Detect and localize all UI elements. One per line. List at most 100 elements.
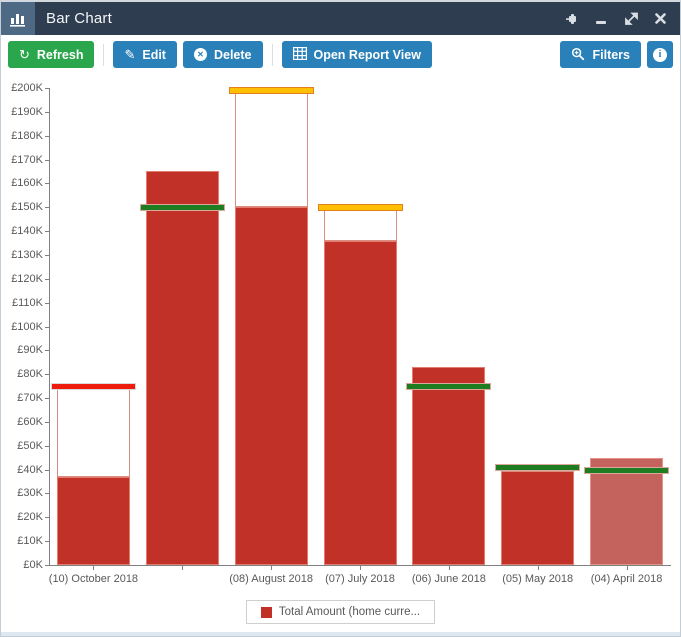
y-axis-label: £110K	[12, 296, 43, 309]
y-axis-tick	[45, 302, 49, 304]
y-axis-label: £50K	[17, 439, 43, 452]
delete-button[interactable]: ✕ Delete	[182, 41, 263, 68]
y-axis-label: £10K	[17, 535, 43, 548]
bar[interactable]	[323, 240, 397, 565]
window-titlebar[interactable]: Bar Chart	[1, 2, 680, 35]
y-axis-tick	[45, 159, 49, 161]
y-axis-label: £20K	[17, 511, 43, 524]
y-axis-tick	[45, 88, 49, 89]
toolbar: ↻ Refresh ✎ Edit ✕ Delete Open Report	[1, 35, 680, 74]
bar[interactable]	[234, 207, 308, 565]
y-axis-tick	[45, 326, 49, 328]
target-line-red	[50, 383, 136, 391]
x-axis-tick	[93, 566, 95, 570]
y-axis-tick	[45, 445, 49, 447]
y-axis-tick	[45, 183, 49, 185]
y-axis-label: £60K	[17, 415, 43, 428]
expand-icon[interactable]	[623, 11, 639, 27]
x-axis-tick	[537, 566, 539, 570]
table-icon	[292, 46, 307, 62]
bar-target-remainder	[234, 94, 308, 208]
bar[interactable]	[56, 476, 130, 565]
y-axis-line	[49, 88, 50, 565]
delete-x-icon: ✕	[193, 48, 207, 61]
window-bottom-edge	[1, 632, 680, 636]
y-axis-tick	[45, 111, 49, 113]
y-axis-label: £160K	[11, 177, 43, 190]
y-axis-tick	[45, 254, 49, 256]
y-axis-label: £90K	[17, 344, 43, 357]
y-axis-tick	[45, 350, 49, 352]
x-axis-line	[49, 565, 671, 566]
target-line-green	[495, 464, 581, 472]
y-axis-tick	[45, 374, 49, 376]
y-axis-label: £140K	[11, 225, 43, 238]
zoom-filter-icon	[571, 47, 585, 63]
y-axis-label: £40K	[17, 463, 43, 476]
y-axis-tick	[45, 231, 49, 233]
y-axis-label: £100K	[11, 320, 43, 333]
y-axis-label: £120K	[11, 272, 43, 285]
y-axis-tick	[45, 493, 49, 495]
y-axis-tick	[45, 398, 49, 400]
refresh-button[interactable]: ↻ Refresh	[8, 41, 95, 68]
bar-target-remainder	[56, 390, 130, 477]
x-axis-tick	[448, 566, 450, 570]
bar-target-remainder	[501, 471, 575, 473]
bar[interactable]	[590, 457, 664, 565]
target-line-orange	[317, 204, 403, 212]
toolbar-separator	[271, 43, 273, 66]
target-line-green	[139, 204, 225, 212]
x-axis-label: (05) May 2018	[502, 573, 574, 585]
bar-chart-icon	[1, 2, 35, 35]
y-axis-label: £80K	[17, 368, 43, 381]
y-axis-label: £200K	[11, 82, 43, 94]
y-axis-tick	[45, 135, 49, 137]
filters-button[interactable]: Filters	[560, 41, 641, 68]
pin-icon[interactable]	[565, 11, 581, 27]
chart-area: £0K £10K £20K £30K £40K £50K £60K £70K £80K £90K £…	[1, 74, 680, 598]
bar-target-remainder	[323, 211, 397, 241]
pencil-icon: ✎	[124, 47, 136, 62]
y-axis-tick	[45, 541, 49, 543]
x-axis-tick	[271, 566, 273, 570]
bar[interactable]	[501, 469, 575, 565]
legend-row: Total Amount (home curre...	[1, 600, 680, 624]
x-axis-label: (04) April 2018	[590, 573, 663, 585]
y-axis-label: £190K	[11, 105, 43, 118]
legend-swatch	[260, 606, 272, 618]
chart-legend[interactable]: Total Amount (home curre...	[245, 600, 436, 624]
x-axis-label: (06) June 2018	[411, 573, 486, 585]
info-icon: i	[653, 47, 667, 62]
refresh-icon: ↻	[19, 47, 30, 62]
info-button[interactable]: i	[647, 41, 673, 68]
target-line-orange	[228, 87, 314, 95]
y-axis-label: £150K	[11, 201, 43, 214]
edit-button[interactable]: ✎ Edit	[113, 41, 177, 68]
y-axis-label: £0K	[23, 559, 43, 571]
y-axis-label: £30K	[17, 487, 43, 500]
x-axis-label: (08) August 2018	[229, 573, 314, 585]
y-axis-label: £70K	[17, 392, 43, 405]
y-axis-tick	[45, 469, 49, 471]
close-icon[interactable]	[652, 11, 668, 27]
y-axis-tick	[45, 517, 49, 519]
y-axis-label: £180K	[11, 129, 43, 142]
bar[interactable]	[412, 367, 486, 565]
x-axis-tick	[626, 566, 628, 570]
y-axis-tick	[45, 421, 49, 423]
minimize-icon[interactable]	[594, 11, 610, 27]
bar[interactable]	[145, 171, 219, 565]
legend-label: Total Amount (home curre...	[278, 606, 421, 618]
x-axis-label: (07) July 2018	[325, 573, 395, 585]
y-axis-label: £130K	[11, 248, 43, 261]
y-axis-tick	[45, 565, 49, 566]
window-title: Bar Chart	[46, 10, 112, 27]
open-report-view-button[interactable]: Open Report View	[281, 41, 432, 68]
x-axis-tick	[360, 566, 361, 570]
target-line-green	[584, 466, 670, 474]
x-axis-label: (10) October 2018	[48, 573, 139, 585]
x-axis-tick	[182, 566, 184, 570]
y-axis-tick	[45, 278, 49, 280]
